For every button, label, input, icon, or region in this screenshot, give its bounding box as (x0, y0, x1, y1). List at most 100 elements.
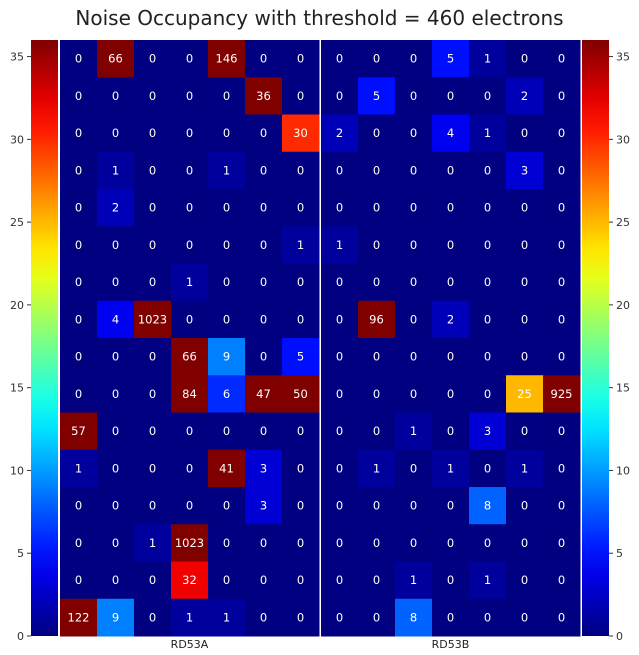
cell-value-label: 0 (373, 573, 380, 587)
cell-value-label: 0 (75, 126, 82, 140)
heatmap-cell (171, 524, 209, 562)
cell-value-label: 0 (484, 238, 491, 252)
heatmap-cell (358, 487, 396, 525)
cell-value-label: 0 (223, 238, 230, 252)
right-tick-label: 0 (616, 630, 623, 643)
cell-value-label: 0 (75, 387, 82, 401)
heatmap-cell (395, 226, 433, 264)
heatmap-cell (358, 114, 396, 153)
cell-value-label: 84 (182, 387, 197, 401)
heatmap-cell (358, 300, 396, 339)
cell-value-label: 0 (149, 89, 156, 103)
heatmap-cell (321, 338, 359, 376)
heatmap-cell (134, 226, 172, 264)
panel-labels: RD53A RD53B (171, 638, 470, 651)
cell-value-label: 0 (410, 461, 417, 475)
cell-value-label: 0 (521, 350, 528, 364)
cell-value-label: 0 (447, 610, 454, 624)
heatmap-cell (358, 40, 396, 78)
cell-value-label: 0 (186, 499, 193, 513)
heatmap-cell (208, 263, 246, 302)
cell-value-label: 0 (186, 52, 193, 66)
cell-value-label: 8 (410, 610, 417, 624)
heatmap-cell (432, 598, 470, 637)
heatmap-cell (208, 300, 246, 339)
cell-value-label: 0 (336, 461, 343, 475)
heatmap-cell (208, 338, 246, 376)
cell-value-label: 0 (558, 89, 565, 103)
cell-value-label: 0 (149, 201, 156, 215)
heatmap-cell (245, 487, 283, 525)
heatmap-cell (60, 375, 98, 413)
heatmap-cell (282, 487, 320, 525)
heatmap-cell (395, 40, 433, 78)
cell-value-label: 1 (149, 536, 156, 550)
heatmap-cell (245, 189, 283, 227)
heatmap-cell (321, 189, 359, 227)
heatmap-cell (134, 189, 172, 227)
cell-value-label: 0 (410, 350, 417, 364)
heatmap-cell (208, 151, 246, 190)
heatmap-cell (171, 77, 209, 115)
cell-value-label: 0 (149, 275, 156, 289)
heatmap-cell (171, 40, 209, 78)
cell-value-label: 0 (75, 89, 82, 103)
right-colorbar-ticks: 0 5 10 15 20 25 30 35 (609, 51, 630, 643)
heatmap-cell (321, 114, 359, 153)
heatmap-cell (506, 151, 544, 190)
heatmap-cell (282, 300, 320, 339)
heatmap-cell (171, 226, 209, 264)
cell-value-label: 0 (521, 275, 528, 289)
heatmap-cell (171, 338, 209, 376)
heatmap-cell (506, 412, 544, 451)
heatmap-cell (245, 300, 283, 339)
heatmap-cell (134, 151, 172, 190)
cell-value-label: 0 (373, 387, 380, 401)
cell-value-label: 0 (260, 201, 267, 215)
cell-value-label: 5 (297, 350, 304, 364)
cell-value-label: 32 (182, 573, 197, 587)
left-colorbar (31, 40, 58, 636)
heatmap-cell (245, 114, 283, 153)
cell-value-label: 1 (373, 461, 380, 475)
cell-value-label: 0 (521, 573, 528, 587)
cell-value-label: 0 (297, 52, 304, 66)
heatmap-cell (395, 263, 433, 302)
cell-value-label: 0 (410, 126, 417, 140)
cell-value-label: 0 (223, 536, 230, 550)
heatmap-cell (60, 300, 98, 339)
heatmap-cell (543, 449, 581, 488)
cell-value-label: 3 (260, 461, 267, 475)
cell-value-label: 0 (112, 89, 119, 103)
heatmap-cell (208, 412, 246, 451)
cell-value-label: 0 (521, 499, 528, 513)
cell-value-label: 0 (297, 312, 304, 326)
heatmap-cell (358, 449, 396, 488)
cell-value-label: 0 (484, 163, 491, 177)
cell-value-label: 0 (373, 499, 380, 513)
cell-value-label: 1 (484, 573, 491, 587)
heatmap-cell (469, 151, 507, 190)
heatmap-cell (282, 524, 320, 562)
heatmap-cell (358, 598, 396, 637)
cell-value-label: 0 (336, 387, 343, 401)
cell-value-label: 1 (186, 610, 193, 624)
heatmap-cell (543, 40, 581, 78)
cell-value-label: 1 (484, 52, 491, 66)
cell-value-label: 41 (219, 461, 234, 475)
left-tick-label: 15 (10, 382, 24, 395)
cell-value-label: 0 (297, 610, 304, 624)
heatmap-cell (543, 412, 581, 451)
cell-value-label: 0 (260, 610, 267, 624)
cell-value-label: 0 (186, 89, 193, 103)
cell-value-label: 36 (256, 89, 271, 103)
cell-value-label: 0 (558, 573, 565, 587)
cell-value-label: 0 (336, 424, 343, 438)
heatmap-cell (208, 524, 246, 562)
heatmap-cell (432, 487, 470, 525)
cell-value-label: 0 (112, 126, 119, 140)
cell-value-label: 9 (223, 350, 230, 364)
cell-value-label: 0 (112, 350, 119, 364)
heatmap-cell (506, 40, 544, 78)
cell-value-label: 0 (558, 461, 565, 475)
